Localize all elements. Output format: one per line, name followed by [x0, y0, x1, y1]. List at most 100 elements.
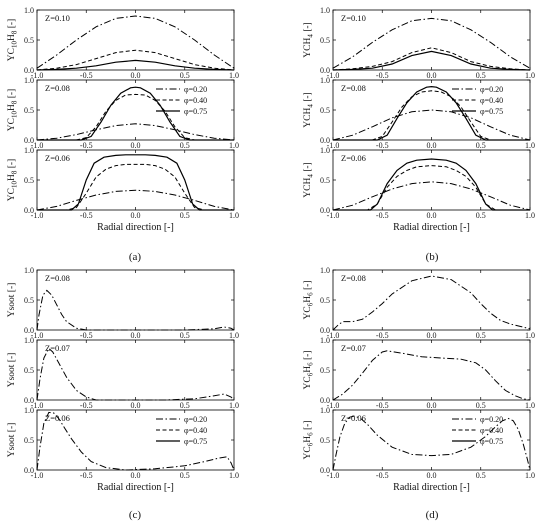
z-level-label: Z=0.06 [45, 153, 70, 163]
x-tick-label: -0.5 [80, 71, 93, 80]
subplot-7: -1.0 -0.5 0.0 0.5 1.0 0.0 0.5 1.0 Z=0.08 Ysoot [-… [7, 266, 239, 340]
x-tick-label: -1.0 [327, 471, 340, 480]
subplot-2: -1.0 -0.5 0.0 0.5 1.0 0.0 0.5 1.0 Z=0.08 YC10H8 [… [7, 76, 239, 150]
x-tick-label: -1.0 [31, 141, 44, 150]
x-tick-label: -1.0 [31, 471, 44, 480]
y-axis-label: Ysoot [-] [7, 353, 17, 388]
y-tick-label: 0.5 [320, 436, 330, 445]
x-tick-label: -0.5 [80, 211, 93, 220]
y-axis-label-text: YCH [303, 178, 313, 198]
legend-label: φ=0.75 [480, 107, 503, 116]
series-line-dash [36, 49, 235, 71]
legend-label: φ=0.20 [480, 415, 503, 424]
y-axis-label: Ysoot [-] [7, 423, 17, 458]
y-tick-label: 0.5 [320, 366, 330, 375]
x-tick-label: 1.0 [229, 141, 239, 150]
x-tick-label: -1.0 [31, 211, 44, 220]
y-axis-label-text: YC [7, 188, 17, 201]
x-axis-title: Radial direction [-] [393, 222, 470, 233]
y-axis-label-text: Ysoot [7, 364, 17, 387]
y-axis-label-text: Ysoot [7, 294, 17, 317]
series-line-dashdot [332, 350, 531, 401]
series-line-solid [333, 85, 530, 141]
x-tick-label: 0.0 [131, 211, 141, 220]
legend-label: φ=0.40 [184, 426, 207, 435]
y-tick-label: 1.0 [24, 406, 34, 415]
series-line-solid [37, 86, 234, 141]
y-axis-label-text: YC [303, 446, 313, 459]
y-axis-label: YCH4 [-] [303, 92, 315, 127]
y-axis-label-text: Ysoot [7, 434, 17, 457]
x-tick-label: -1.0 [327, 141, 340, 150]
y-axis-label-text: YC [303, 376, 313, 389]
x-tick-label: 0.5 [180, 71, 190, 80]
x-tick-label: 0.5 [180, 211, 190, 220]
x-tick-label: 0.0 [427, 141, 437, 150]
x-tick-label: -1.0 [327, 401, 340, 410]
x-tick-label: 1.0 [229, 401, 239, 410]
panel-label: (d) [426, 509, 439, 521]
y-tick-label: 1.0 [24, 6, 34, 15]
y-axis-label-subscript: 4 [307, 104, 315, 108]
series-line-dashdot [36, 123, 235, 141]
x-tick-label: 0.5 [476, 141, 486, 150]
y-axis-label-text: [-] [7, 159, 17, 171]
y-axis-label-text: [-] [303, 92, 313, 104]
y-tick-label: 1.0 [320, 146, 330, 155]
y-tick-label: 1.0 [24, 266, 34, 275]
y-tick-label: 1.0 [320, 406, 330, 415]
panel-label: (b) [426, 251, 439, 263]
y-tick-label: 1.0 [24, 146, 34, 155]
x-tick-label: 0.5 [180, 471, 190, 480]
series-line-dashdot [36, 411, 235, 471]
x-tick-label: -0.5 [80, 471, 93, 480]
subplot-4: -1.0 -0.5 0.0 0.5 1.0 0.0 0.5 1.0 Z=0.10 YCH4 [-] [303, 6, 535, 80]
x-tick-label: 0.0 [427, 331, 437, 340]
series-line-dashdot [36, 15, 235, 69]
y-axis-label-subscript: 10 [11, 41, 19, 49]
x-tick-label: 0.0 [131, 401, 141, 410]
y-axis-label-subscript: 6 [307, 442, 315, 446]
y-tick-label: 0.5 [320, 176, 330, 185]
y-axis-label: Ysoot [-] [7, 283, 17, 318]
x-tick-label: -0.5 [376, 141, 389, 150]
series-line-dashdot [332, 17, 531, 69]
x-tick-label: -0.5 [376, 401, 389, 410]
y-axis-label-text: H [7, 104, 17, 111]
y-tick-label: 0.0 [24, 136, 34, 145]
x-tick-label: 0.0 [427, 401, 437, 410]
y-axis-label-text: [-] [7, 353, 17, 365]
x-tick-label: 0.5 [476, 331, 486, 340]
x-axis-title: Radial direction [-] [393, 482, 470, 493]
x-tick-label: 1.0 [229, 471, 239, 480]
y-tick-label: 1.0 [24, 336, 34, 345]
series-line-dash [37, 93, 234, 141]
y-axis-label-subscript: 6 [307, 372, 315, 376]
y-tick-label: 0.0 [24, 396, 34, 405]
x-tick-label: -1.0 [31, 71, 44, 80]
y-axis-label-text: [-] [7, 423, 17, 435]
series-line-solid [36, 59, 235, 71]
y-tick-label: 0.5 [320, 106, 330, 115]
y-axis-label-text: [-] [303, 421, 313, 433]
x-tick-label: 0.5 [476, 401, 486, 410]
series-line-dashdot [332, 275, 531, 331]
y-tick-label: 1.0 [320, 6, 330, 15]
x-tick-label: 0.5 [476, 471, 486, 480]
y-tick-label: 0.0 [320, 136, 330, 145]
y-axis-label: YC10H8 [-] [7, 89, 19, 131]
series-line-dash [333, 165, 530, 211]
series-line-dashdot [332, 181, 531, 211]
y-tick-label: 0.0 [320, 466, 330, 475]
series-line-dash [37, 163, 234, 211]
y-axis-label-text: [-] [303, 22, 313, 34]
panel-label: (a) [129, 251, 142, 263]
y-tick-label: 0.0 [24, 326, 34, 335]
x-tick-label: 0.0 [427, 471, 437, 480]
x-tick-label: 1.0 [525, 211, 535, 220]
series-line-dashdot [332, 415, 531, 471]
y-axis-label-text: YC [7, 48, 17, 61]
x-tick-label: 0.0 [131, 471, 141, 480]
y-axis-label-subscript: 8 [11, 100, 19, 104]
